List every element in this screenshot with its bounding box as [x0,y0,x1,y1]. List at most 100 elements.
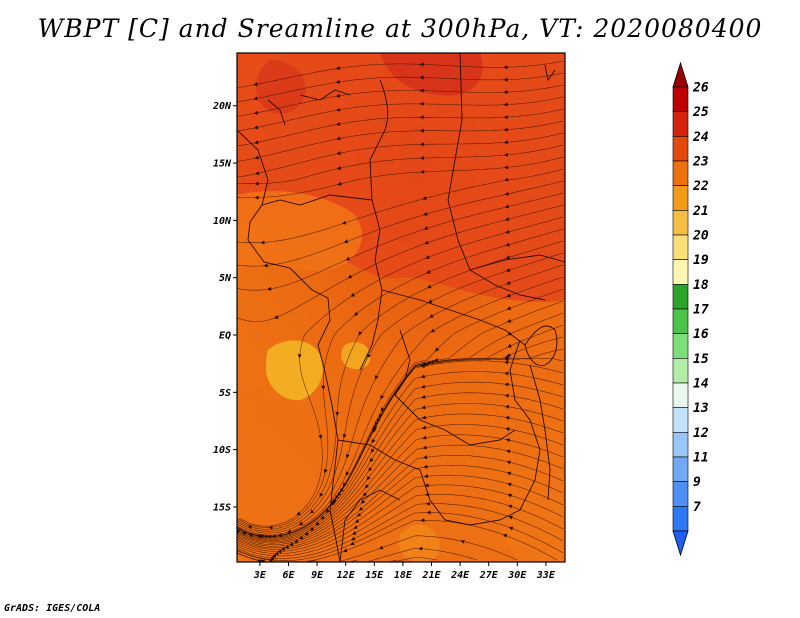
streamline-arrow [422,445,427,450]
colorbar-swatch [672,234,689,260]
streamline-arrow [356,512,362,517]
streamline-arrow [255,171,260,176]
streamline-arrow [420,374,426,379]
streamline-arrow [269,556,275,561]
streamline-arrow [419,142,424,147]
streamline [237,60,564,88]
colorbar-label: 17 [693,303,709,318]
streamline-arrow [504,177,509,182]
streamline-arrow [428,299,433,303]
streamline-arrow [506,306,512,310]
lat-label: 5N [219,273,232,284]
lat-label: EQ [219,331,231,342]
colorbar-swatch [672,160,689,186]
streamline-arrow [253,110,258,115]
streamline [336,535,518,562]
streamline-arrow [424,240,429,245]
streamline [237,96,564,132]
streamline-arrow [506,293,511,298]
streamline-arrow [253,96,258,101]
streamline-arrow [420,156,425,161]
streamline-arrow [507,343,512,348]
colorbar-label: 20 [692,229,709,244]
colorbar-swatch [672,111,689,137]
streamline-arrow [369,457,374,463]
streamline-arrow [298,521,304,526]
colorbar-label: 25 [692,105,709,120]
streamline-arrow [284,545,289,550]
streamline-arrow [352,531,357,535]
streamline-arrow [435,347,440,352]
streamline-arrow [362,492,368,497]
streamline-arrow [370,448,375,453]
streamline-arrow [505,242,510,247]
streamline-arrow [366,475,371,481]
streamline-arrow [421,394,426,399]
colorbar-min-arrow [672,530,689,557]
lat-label: 10S [213,445,231,456]
streamline-arrow [274,551,279,556]
colorbar-label: 14 [693,377,709,392]
streamline-arrow [358,506,364,511]
streamline-arrow [503,140,508,145]
streamline-arrow [504,360,509,365]
map-figure: 20N 15N 10N 5N EQ 5S 10S 15S 3E 6E 9E 12E 15E 18E 21E… [212,52,709,581]
streamline-arrow [254,155,259,160]
map-panel [237,53,565,568]
wbpt-shade-22-b [341,342,371,370]
wbpt-shade-22-a [266,340,323,401]
wbpt-shade-23-west [237,191,362,272]
streamline-arrow [508,515,513,520]
colorbar-swatch [672,358,689,384]
lon-label: 3E [253,570,267,581]
streamline-arrow [504,354,510,359]
streamline-arrow [504,204,510,209]
colorbar-label: 15 [693,352,709,367]
streamline-arrow [504,404,510,409]
streamline-arrow [507,504,513,509]
streamline-arrow [318,435,323,440]
streamline-arrow [267,286,272,291]
streamline-arrow [375,375,379,380]
streamline-arrow [254,140,259,145]
streamline-arrow [320,515,325,520]
lat-label: 15S [213,502,231,513]
colorbar-swatch [672,333,689,359]
lon-label: 21E [421,570,441,581]
colorbar-swatch [672,284,689,310]
streamline-arrow [296,511,301,516]
colorbar-label: 22 [692,179,709,194]
colorbar-swatch [672,481,689,507]
streamline-arrow [421,425,427,430]
wbpt-shade-23-south [237,380,520,562]
streamline-arrow [337,181,342,186]
streamline-arrow [506,449,511,454]
streamline-arrow [278,533,283,538]
streamline-arrow [372,428,376,434]
streamline-arrow [355,519,360,523]
streamline-arrow [378,563,383,568]
streamline-arrow [502,533,508,538]
streamline [237,156,564,198]
streamline-arrow [503,115,508,120]
streamline [348,559,358,562]
streamline-arrow [271,553,277,558]
streamline [237,252,564,532]
streamline-arrow [319,492,324,498]
streamline-arrow [345,256,351,261]
streamline-arrow [336,121,341,126]
streamline [237,360,564,537]
lon-label: 18E [394,570,413,581]
lat-label: 5S [219,388,231,399]
streamline-arrow [504,357,509,362]
streamline-arrow [371,438,376,444]
country-borders [237,53,565,562]
colorbar-label: 26 [692,81,709,96]
lat-label: 10N [213,216,232,227]
streamline-arrow [335,79,341,84]
streamline-arrow [419,115,424,120]
map-frame [236,52,566,563]
streamline-arrow [315,521,320,526]
colorbar-label: 11 [693,451,709,466]
streamline-arrow [350,541,355,546]
